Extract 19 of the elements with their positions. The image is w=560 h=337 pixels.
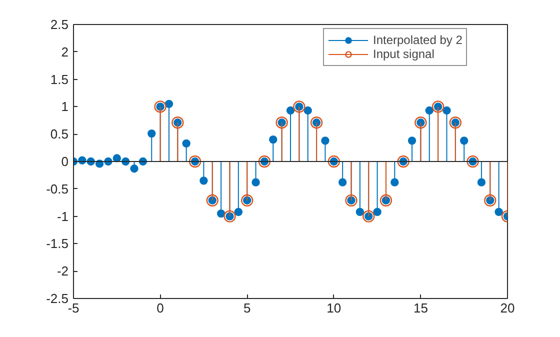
legend-label: Interpolated by 2	[373, 33, 462, 47]
y-tick-label: -1.5	[46, 236, 69, 252]
y-tick-label: 0	[61, 154, 69, 169]
y-tick-label: -2.5	[46, 291, 69, 306]
x-tick-label: 15	[413, 300, 428, 316]
y-tick-label: 2.5	[50, 17, 69, 32]
x-tick-label: 10	[326, 300, 342, 316]
legend-label: Input signal	[373, 47, 434, 61]
x-tick-label: 5	[243, 300, 251, 316]
y-tick-label: 1	[61, 99, 69, 114]
y-tick-label: -1	[56, 208, 69, 224]
y-tick-label: 2	[61, 44, 69, 60]
y-tick-label: 0.5	[50, 126, 69, 142]
y-tick-label: 1.5	[50, 72, 69, 87]
x-tick-label: 20	[500, 300, 515, 316]
y-tick-label: -2	[56, 264, 69, 279]
x-tick-label: 0	[156, 300, 164, 316]
y-tick-label: -0.5	[46, 181, 69, 196]
x-tick-label: -5	[68, 300, 80, 316]
